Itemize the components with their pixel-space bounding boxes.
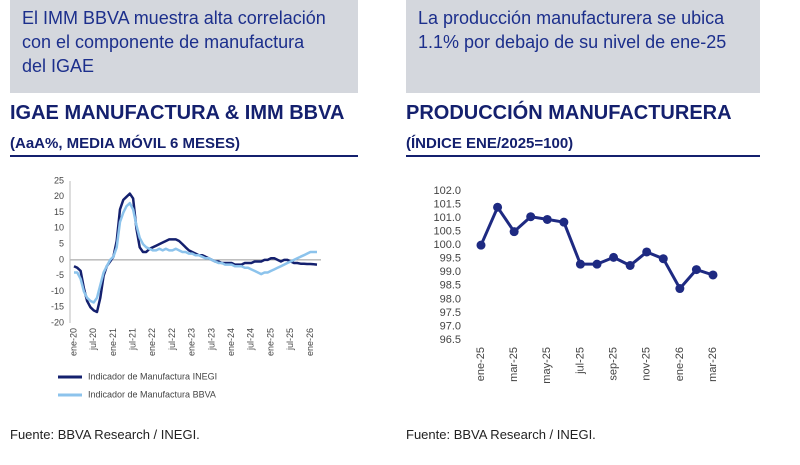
- chart-subtitle: (ÍNDICE ENE/2025=100): [406, 135, 574, 152]
- point: [658, 254, 668, 264]
- point: [592, 259, 602, 269]
- x-tick-label: ene-26: [674, 347, 686, 381]
- legend-label: Indicador de Manufactura INEGI: [88, 371, 217, 381]
- x-tick-label: mar-26: [707, 347, 719, 382]
- rule: [10, 155, 358, 157]
- y-tick-label: 15: [54, 207, 64, 217]
- header-line: del IGAE: [22, 56, 95, 76]
- y-tick-label: 5: [59, 238, 64, 248]
- header-box: La producción manufacturera se ubica 1.1…: [406, 0, 760, 93]
- header-line: con el componente de manufactura: [22, 32, 305, 52]
- y-tick-label: 0: [59, 254, 64, 264]
- point: [642, 247, 652, 257]
- x-tick-label: nov-25: [641, 347, 653, 381]
- header-line: 1.1% por debajo de su nivel de ene-25: [418, 32, 727, 52]
- y-tick-label: 101.0: [433, 212, 461, 224]
- y-tick-label: 96.5: [440, 334, 461, 346]
- y-tick-label: 25: [54, 175, 64, 185]
- x-tick-label: sep-25: [607, 347, 619, 381]
- point: [575, 259, 585, 269]
- x-tick-label: jul-20: [88, 328, 98, 351]
- y-tick-label: 97.5: [440, 307, 461, 319]
- x-tick-label: ene-20: [68, 328, 78, 356]
- header-line: La producción manufacturera se ubica: [418, 8, 725, 28]
- y-tick-label: 102.0: [433, 185, 461, 197]
- x-tick-label: jul-25: [285, 328, 295, 351]
- y-tick-label: 99.5: [440, 253, 461, 265]
- point: [493, 202, 503, 212]
- y-tick-label: 101.5: [433, 198, 461, 210]
- x-tick-label: ene-25: [265, 328, 275, 356]
- y-tick-label: 97.0: [440, 320, 461, 332]
- series-line: [73, 192, 318, 314]
- x-tick-label: ene-24: [226, 328, 236, 356]
- point: [625, 261, 635, 270]
- point: [559, 217, 569, 227]
- point: [708, 270, 718, 280]
- chart-title: PRODUCCIÓN MANUFACTURERA: [406, 102, 732, 124]
- y-tick-label: -10: [51, 286, 64, 296]
- x-tick-label: may-25: [541, 347, 553, 384]
- x-tick-label: ene-25: [475, 347, 487, 381]
- chart-title: IGAE MANUFACTURA & IMM BBVA: [10, 102, 345, 124]
- y-tick-label: 98.0: [440, 293, 461, 305]
- y-tick-label: -5: [56, 270, 64, 280]
- point: [675, 284, 685, 294]
- x-tick-label: ene-21: [108, 328, 118, 356]
- legend-label: Indicador de Manufactura BBVA: [88, 389, 216, 399]
- rule: [406, 155, 760, 157]
- point: [691, 265, 701, 275]
- header-line: El IMM BBVA muestra alta correlación: [22, 8, 326, 28]
- x-tick-label: ene-23: [187, 328, 197, 356]
- source: Fuente: BBVA Research / INEGI.: [10, 427, 200, 442]
- x-tick-label: jul-25: [574, 347, 586, 375]
- chart-subtitle: (AaA%, MEDIA MÓVIL 6 MESES): [10, 135, 241, 152]
- header-box: El IMM BBVA muestra alta correlación con…: [10, 0, 358, 93]
- point: [542, 214, 552, 224]
- y-tick-label: -20: [51, 317, 64, 327]
- point: [526, 212, 536, 222]
- y-tick-label: 99.0: [440, 266, 461, 278]
- source: Fuente: BBVA Research / INEGI.: [406, 427, 596, 442]
- x-tick-label: jul-21: [127, 328, 137, 351]
- x-tick-label: mar-25: [508, 347, 520, 382]
- y-tick-label: 20: [54, 191, 64, 201]
- x-tick-label: ene-22: [147, 328, 157, 356]
- point: [609, 252, 619, 262]
- point: [509, 227, 519, 237]
- series-line: [74, 201, 317, 304]
- series-line: [479, 205, 714, 290]
- x-tick-label: ene-26: [305, 328, 315, 356]
- y-tick-label: 100.0: [433, 239, 461, 251]
- x-tick-label: jul-23: [206, 328, 216, 351]
- x-tick-label: jul-22: [167, 328, 177, 351]
- y-tick-label: 98.5: [440, 280, 461, 292]
- y-tick-label: 100.5: [433, 226, 461, 238]
- y-tick-label: 10: [54, 223, 64, 233]
- x-tick-label: jul-24: [246, 328, 256, 351]
- point: [476, 240, 486, 250]
- y-tick-label: -15: [51, 302, 64, 312]
